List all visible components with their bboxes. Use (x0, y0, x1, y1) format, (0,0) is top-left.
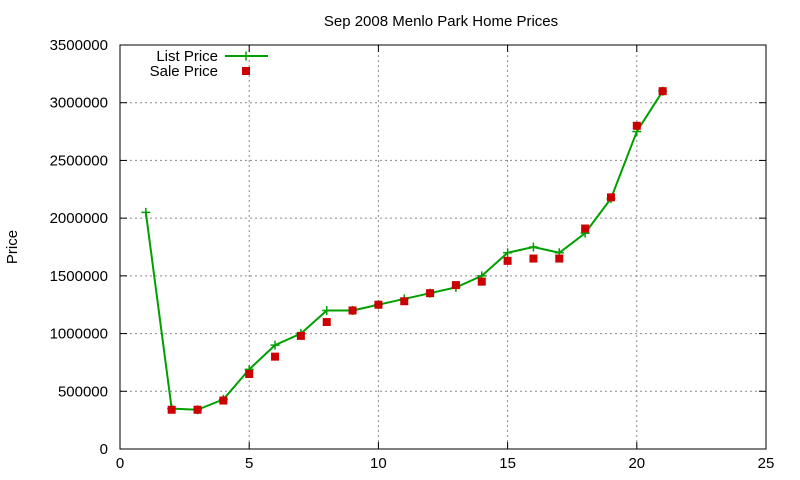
data-point (348, 306, 357, 315)
data-point (374, 300, 383, 309)
series-sale-price (167, 87, 667, 414)
y-tick-label: 2000000 (50, 210, 108, 227)
y-tick-label: 2500000 (50, 152, 108, 169)
chart-title: Sep 2008 Menlo Park Home Prices (324, 13, 558, 30)
y-tick-label: 0 (100, 441, 108, 458)
data-point (167, 405, 176, 414)
y-tick-label: 1500000 (50, 268, 108, 285)
data-point (658, 87, 667, 96)
data-point (477, 277, 486, 286)
legend-entry-sale-price: Sale Price (150, 63, 250, 80)
data-point (193, 405, 202, 414)
data-point (451, 281, 460, 290)
series-line (144, 90, 664, 411)
data-point (426, 289, 435, 298)
series-list-price (141, 86, 668, 415)
data-point (245, 369, 254, 378)
y-axis-label: Price (4, 230, 21, 264)
data-point (555, 254, 564, 263)
axes: 0 5 10 15 20 25 0 500000 1000000 1500000 2000000 25… (50, 37, 775, 472)
data-point (606, 193, 615, 202)
data-point (581, 224, 590, 233)
legend-marker (242, 67, 250, 75)
legend-marker (241, 51, 251, 61)
plot-frame (119, 44, 767, 450)
x-tick-label: 5 (245, 455, 253, 472)
data-point (296, 331, 305, 340)
data-point (322, 318, 331, 327)
data-point (141, 207, 151, 217)
y-tick-label: 500000 (58, 383, 108, 400)
data-point (528, 242, 538, 252)
series (141, 86, 668, 415)
x-tick-label: 20 (628, 455, 645, 472)
data-point (503, 248, 513, 258)
grid (120, 45, 766, 449)
legend-entry-list-price: List Price (156, 48, 268, 65)
data-point (322, 305, 332, 315)
data-point (529, 254, 538, 263)
x-tick-label: 10 (370, 455, 387, 472)
data-point (270, 340, 280, 350)
y-tick-label: 1000000 (50, 326, 108, 343)
x-tick-label: 0 (116, 455, 124, 472)
y-tick-label: 3000000 (50, 95, 108, 112)
data-point (219, 396, 228, 405)
x-tick-label: 15 (499, 455, 516, 472)
x-tick-label: 25 (758, 455, 775, 472)
y-tick-label: 3500000 (50, 37, 108, 54)
data-point (400, 297, 409, 306)
legend-label: Sale Price (150, 63, 218, 80)
legend-label: List Price (156, 48, 218, 65)
data-point (271, 352, 280, 361)
data-point (503, 256, 512, 265)
data-point (632, 121, 641, 130)
